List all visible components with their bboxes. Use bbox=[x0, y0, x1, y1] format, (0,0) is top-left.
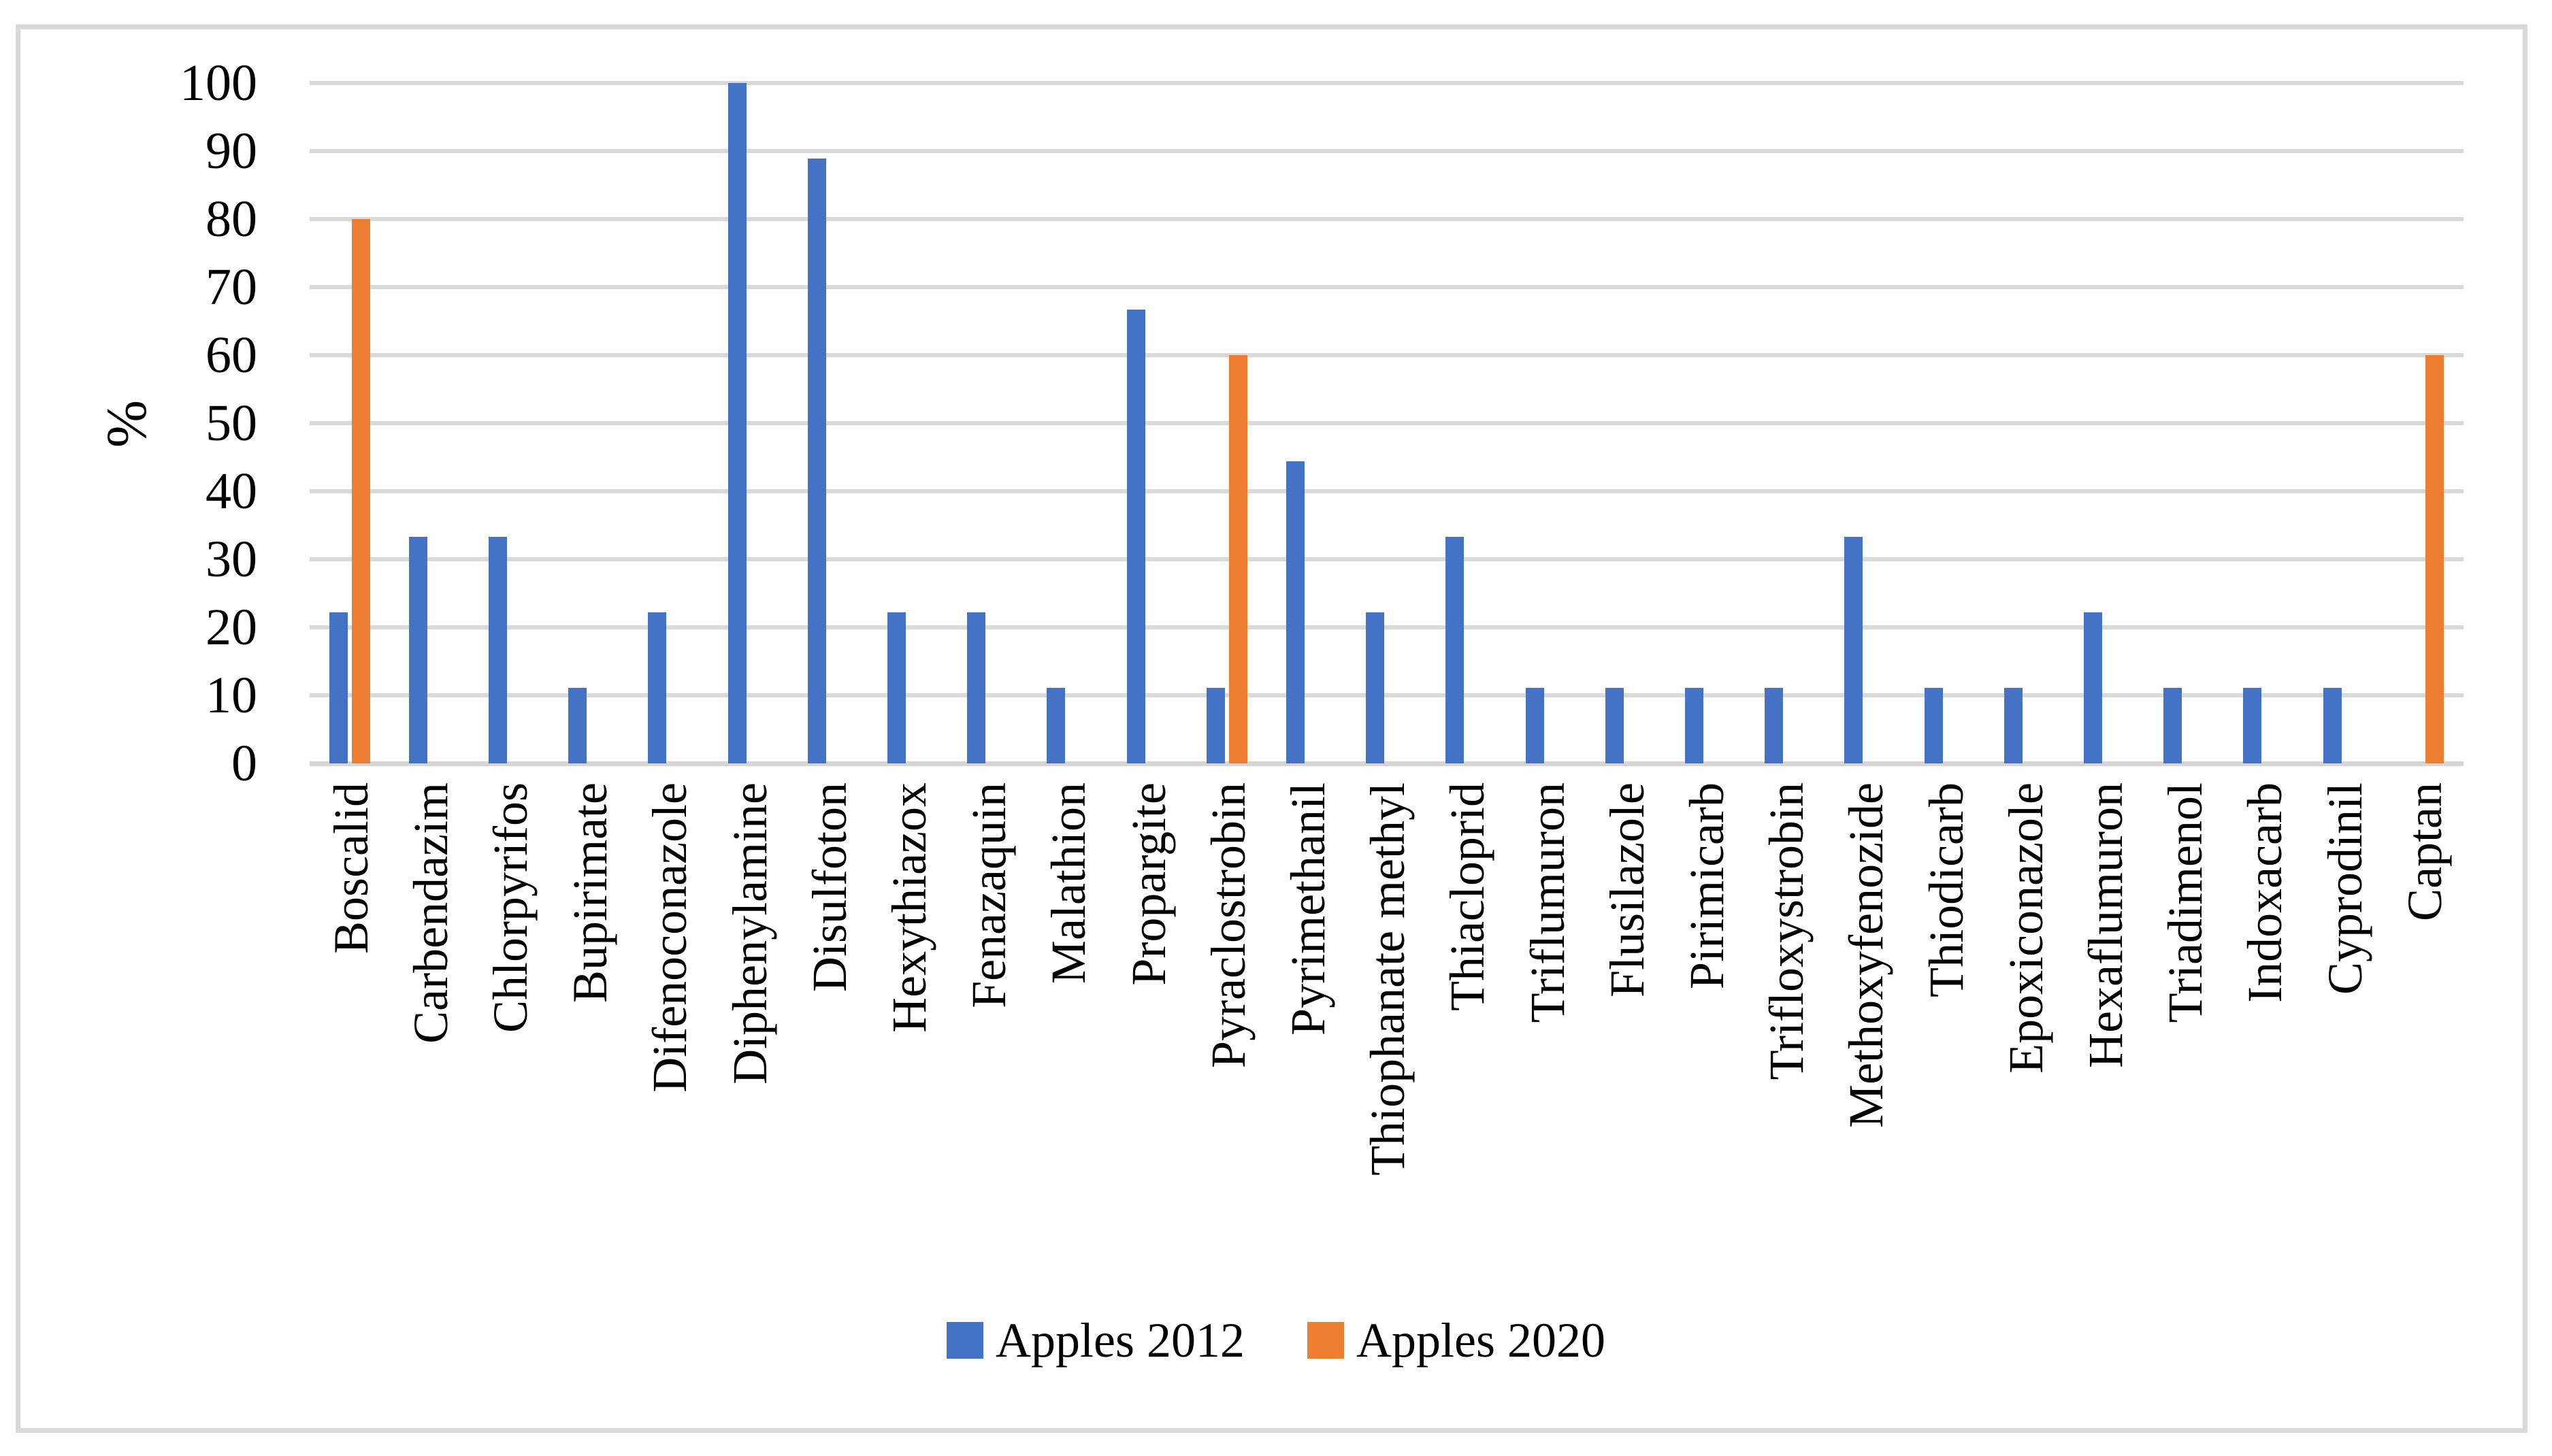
category-label: Methoxyfenozide bbox=[1839, 782, 1893, 1128]
category-label: Flusilazole bbox=[1600, 782, 1654, 997]
bar-apples-2012 bbox=[1445, 537, 1464, 763]
gridline-20 bbox=[310, 625, 2464, 629]
category-label: Malathion bbox=[1041, 782, 1096, 984]
bar-apples-2012 bbox=[808, 159, 826, 763]
legend: Apples 2012 Apples 2020 bbox=[0, 1310, 2552, 1371]
category-label: Diphenylamine bbox=[723, 782, 777, 1085]
bar-apples-2012 bbox=[1286, 461, 1305, 763]
category-label: Pyraclostrobin bbox=[1201, 782, 1256, 1068]
bar-apples-2012 bbox=[1685, 688, 1703, 763]
legend-item-apples-2012: Apples 2012 bbox=[947, 1310, 1245, 1371]
bar-apples-2012 bbox=[1207, 688, 1225, 763]
gridline-50 bbox=[310, 421, 2464, 425]
figure-border bbox=[16, 24, 2528, 1433]
y-tick-label-70: 70 bbox=[206, 259, 257, 316]
legend-swatch-apples-2012 bbox=[947, 1322, 984, 1359]
y-tick-label-30: 30 bbox=[206, 531, 257, 588]
category-label: Triflumuron bbox=[1520, 782, 1575, 1023]
y-tick-label-100: 100 bbox=[180, 54, 257, 112]
bar-apples-2012 bbox=[568, 688, 587, 763]
category-label: Epoxiconazole bbox=[1999, 782, 2053, 1074]
category-label: Thiophanate methyl bbox=[1360, 782, 1415, 1176]
bar-apples-2012 bbox=[728, 83, 747, 763]
bar-apples-2012 bbox=[1047, 688, 1065, 763]
gridline-30 bbox=[310, 557, 2464, 561]
bar-apples-2012 bbox=[2004, 688, 2023, 763]
gridline-80 bbox=[310, 217, 2464, 221]
gridline-90 bbox=[310, 149, 2464, 153]
bar-apples-2020 bbox=[352, 219, 370, 763]
bar-apples-2012 bbox=[2084, 612, 2102, 763]
category-label: Pirimicarb bbox=[1680, 782, 1734, 989]
bar-apples-2012 bbox=[648, 612, 666, 763]
gridline-70 bbox=[310, 285, 2464, 289]
category-label: Chlorpyrifos bbox=[483, 782, 538, 1033]
category-label: Captan bbox=[2398, 782, 2452, 921]
category-label: Thiodicarb bbox=[1919, 782, 1974, 997]
category-label: Fenazaquin bbox=[962, 782, 1016, 1008]
category-label: Pyrimethanil bbox=[1281, 782, 1335, 1036]
category-label: Cyprodinil bbox=[2318, 782, 2372, 995]
category-label: Thiacloprid bbox=[1440, 782, 1494, 1011]
bar-apples-2012 bbox=[2243, 688, 2261, 763]
bar-apples-2012 bbox=[1605, 688, 1624, 763]
y-tick-label-80: 80 bbox=[206, 191, 257, 248]
bar-apples-2012 bbox=[1925, 688, 1943, 763]
legend-label-apples-2020: Apples 2020 bbox=[1356, 1313, 1605, 1368]
category-label: Carbendazim bbox=[404, 782, 458, 1044]
legend-item-apples-2020: Apples 2020 bbox=[1307, 1310, 1605, 1371]
y-tick-label-40: 40 bbox=[206, 463, 257, 520]
bar-apples-2012 bbox=[329, 612, 348, 763]
gridline-40 bbox=[310, 489, 2464, 493]
bar-apples-2012 bbox=[489, 537, 507, 763]
gridline-100 bbox=[310, 81, 2464, 85]
bar-apples-2020 bbox=[1229, 355, 1247, 763]
bar-apples-2012 bbox=[2163, 688, 2182, 763]
bar-apples-2012 bbox=[887, 612, 906, 763]
bar-apples-2012 bbox=[409, 537, 427, 763]
y-tick-label-90: 90 bbox=[206, 122, 257, 180]
category-label: Hexythiazox bbox=[882, 782, 936, 1033]
category-label: Bupirimate bbox=[563, 782, 617, 1003]
category-label: Difenoconazole bbox=[642, 782, 697, 1093]
category-label: Hexaflumuron bbox=[2078, 782, 2133, 1068]
bar-apples-2012 bbox=[1765, 688, 1783, 763]
bar-apples-2012 bbox=[1844, 537, 1863, 763]
y-tick-label-0: 0 bbox=[231, 735, 257, 792]
y-tick-label-20: 20 bbox=[206, 599, 257, 656]
bar-apples-2012 bbox=[1366, 612, 1384, 763]
legend-swatch-apples-2020 bbox=[1307, 1322, 1344, 1359]
y-tick-label-10: 10 bbox=[206, 667, 257, 724]
gridline-10 bbox=[310, 693, 2464, 697]
category-label: Triadimenol bbox=[2158, 782, 2212, 1023]
category-label: Propargite bbox=[1122, 782, 1176, 986]
x-axis-line bbox=[310, 761, 2464, 766]
category-label: Boscalid bbox=[324, 782, 378, 954]
bar-apples-2012 bbox=[967, 612, 985, 763]
bar-apples-2012 bbox=[2323, 688, 2342, 763]
gridline-60 bbox=[310, 353, 2464, 357]
bar-apples-2012 bbox=[1127, 310, 1145, 763]
y-tick-label-50: 50 bbox=[206, 395, 257, 452]
category-label: Trifloxystrobin bbox=[1759, 782, 1814, 1080]
y-tick-label-60: 60 bbox=[206, 327, 257, 384]
category-label: Indoxacarb bbox=[2238, 782, 2292, 1003]
category-label: Disulfoton bbox=[802, 782, 857, 993]
bar-apples-2020 bbox=[2425, 355, 2444, 763]
bar-apples-2012 bbox=[1526, 688, 1544, 763]
legend-label-apples-2012: Apples 2012 bbox=[996, 1313, 1245, 1368]
plot-area bbox=[310, 81, 2464, 766]
